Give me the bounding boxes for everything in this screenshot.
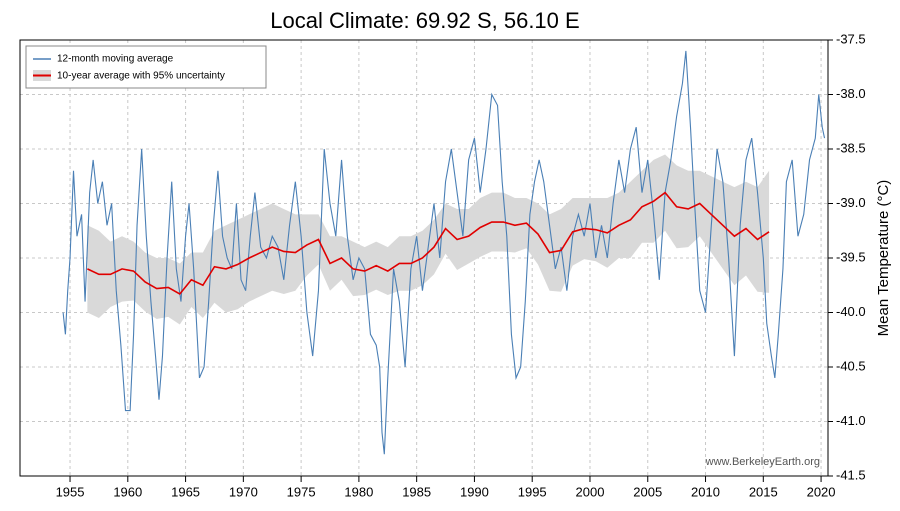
x-tick-label: 2005 — [633, 484, 662, 499]
x-tick-label: 1965 — [171, 484, 200, 499]
y-tick-label: -40.5 — [836, 358, 866, 373]
watermark: www.BerkeleyEarth.org — [705, 456, 820, 468]
y-tick-label: -40.0 — [836, 304, 866, 319]
x-tick-label: 1960 — [113, 484, 142, 499]
series-line — [62, 50, 826, 455]
plot-frame — [19, 39, 829, 477]
x-tick-label: 2015 — [749, 484, 778, 499]
y-tick-label: -39.0 — [836, 195, 866, 210]
legend: 12-month moving average 10-year average w… — [25, 45, 267, 89]
y-tick-label: -39.5 — [836, 249, 866, 264]
x-tick-label: 2000 — [576, 484, 605, 499]
x-tick-label: 2010 — [691, 484, 720, 499]
y-tick-label: -38.5 — [836, 140, 866, 155]
series-line — [87, 191, 770, 295]
x-tick-label: 1985 — [402, 484, 431, 499]
uncertainty-band — [87, 154, 770, 325]
legend-label: 12-month moving average — [57, 54, 174, 65]
x-tick-label: 1975 — [287, 484, 316, 499]
y-tick-label: -37.5 — [836, 31, 866, 46]
x-tick-label: 2020 — [807, 484, 836, 499]
legend-label: 10-year average with 95% uncertainty — [57, 71, 225, 82]
chart-title: Local Climate: 69.92 S, 56.10 E — [270, 8, 579, 33]
legend-box — [25, 45, 267, 89]
y-axis-label: Mean Temperature (°C) — [875, 180, 892, 337]
x-tick-label: 1995 — [518, 484, 547, 499]
y-tick-label: -41.5 — [836, 467, 866, 482]
x-tick-label: 1955 — [56, 484, 85, 499]
x-tick-label: 1970 — [229, 484, 258, 499]
y-tick-label: -41.0 — [836, 413, 866, 428]
x-tick-label: 1990 — [460, 484, 489, 499]
y-tick-label: -38.0 — [836, 86, 866, 101]
x-tick-label: 1980 — [344, 484, 373, 499]
